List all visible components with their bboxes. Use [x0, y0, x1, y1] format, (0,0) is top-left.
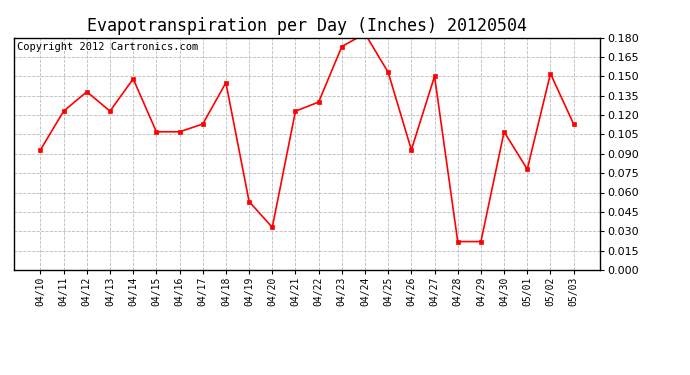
Text: Copyright 2012 Cartronics.com: Copyright 2012 Cartronics.com [17, 42, 198, 52]
Title: Evapotranspiration per Day (Inches) 20120504: Evapotranspiration per Day (Inches) 2012… [87, 16, 527, 34]
